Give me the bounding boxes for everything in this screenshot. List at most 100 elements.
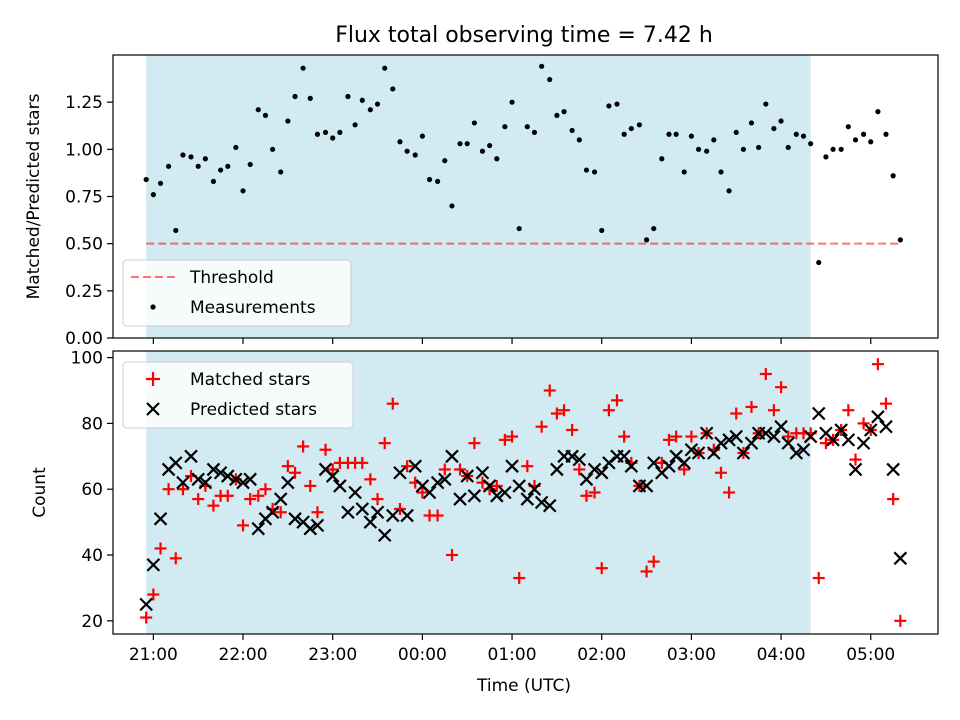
predicted-star-point [863,423,878,437]
matched-star-point [244,493,257,506]
predicted-star-point [303,521,318,536]
predicted-star-point [550,462,564,477]
predicted-star-point [191,472,205,487]
predicted-star-point [243,472,257,487]
measurement-point [412,152,418,158]
predicted-star-point [639,479,654,493]
y-tick-label: 0.00 [65,329,103,349]
predicted-star-point [333,479,347,493]
measurement-point [262,112,269,118]
predicted-star-point [617,449,631,464]
predicted-stars-points [139,406,908,612]
y-tick-label: 1.00 [65,140,103,160]
predicted-star-point [572,452,587,467]
matched-star-point [573,463,586,476]
bottom-x-ticks: 21:00 22:00 23:00 00:00 01:00 02:00 03:00 04:00… [129,634,895,665]
top-panel: 0.00 0.25 0.50 0.75 1.00 1.25 Matched/Predict… [24,54,939,349]
predicted-star-point [520,492,535,506]
measurement-point [636,122,642,128]
bottom-y-axis-label: Count [30,467,50,518]
predicted-star-point [774,419,788,434]
measurement-point [838,146,844,152]
measurement-point [404,148,410,154]
matched-star-point [281,460,294,473]
predicted-star-point [826,433,840,447]
predicted-star-point [198,475,213,490]
predicted-star-point [527,482,542,496]
matched-star-point [498,433,511,446]
measurement-point [733,129,739,135]
y-tick-label: 100 [71,349,103,369]
matched-star-point [730,407,743,420]
measurement-point [150,192,156,198]
measurement-point [516,225,522,232]
matched-star-point [678,463,691,476]
legend-measurements-label: Measurements [190,298,316,318]
measurement-point [868,139,874,145]
measurement-point [195,163,201,169]
measurement-point [763,101,769,107]
predicted-star-point [393,465,407,480]
measurement-points [143,63,903,266]
measurement-point [860,131,867,137]
matched-star-point [685,430,698,443]
predicted-star-point [310,518,325,533]
matched-star-point [304,479,317,492]
predicted-star-point [714,436,728,450]
matched-star-point [602,404,615,417]
matched-star-point [745,400,758,413]
y-tick-label: 20 [81,612,103,632]
matched-star-point [378,437,391,450]
predicted-star-point [206,462,221,477]
matched-star-point [535,420,548,433]
legend-predicted-label: Predicted stars [190,400,317,420]
measurement-point [314,131,321,137]
matched-star-point [842,404,855,417]
predicted-star-point [646,456,661,470]
predicted-star-point [288,512,302,526]
y-tick-label: 1.25 [65,93,103,113]
matched-star-point [558,404,571,417]
matched-star-point [871,358,884,371]
measurement-point [457,141,463,147]
matched-star-point [580,489,593,502]
x-tick-label: 21:00 [129,645,178,665]
legend-matched-swatch [146,372,160,386]
measurement-point [599,227,605,234]
matched-star-point [371,493,384,506]
measurement-point [188,154,194,160]
measurement-point [547,76,553,83]
matched-star-point [887,493,900,506]
measurement-point [554,112,560,118]
predicted-star-point [386,508,400,523]
predicted-star-point [265,505,280,520]
matched-star-point [894,614,907,627]
matched-star-point [490,479,503,492]
measurement-point [487,142,493,149]
measurement-point [539,63,545,69]
matched-star-point [759,368,772,381]
measurement-point [292,93,298,100]
predicted-star-point [565,449,579,464]
measurement-point [688,133,694,139]
measurement-point [426,176,433,183]
x-tick-label: 05:00 [846,645,895,665]
matched-star-point [879,397,892,410]
predicted-star-point [325,469,340,483]
measurement-point [165,163,172,169]
measurement-point [569,127,575,134]
bottom-y-ticks: 20 40 60 80 100 [71,349,113,632]
matched-star-point [566,423,579,436]
y-tick-label: 0.75 [65,188,103,208]
measurement-point [382,65,388,71]
measurement-point [240,188,246,194]
matched-star-point [782,430,795,443]
x-tick-label: 01:00 [488,645,537,665]
predicted-star-point [624,459,639,473]
matched-star-point [289,466,302,479]
legend-predicted-swatch [146,402,160,416]
predicted-star-point [848,462,863,477]
x-tick-label: 02:00 [577,645,626,665]
measurement-point [390,86,396,92]
predicted-star-point [534,495,549,510]
